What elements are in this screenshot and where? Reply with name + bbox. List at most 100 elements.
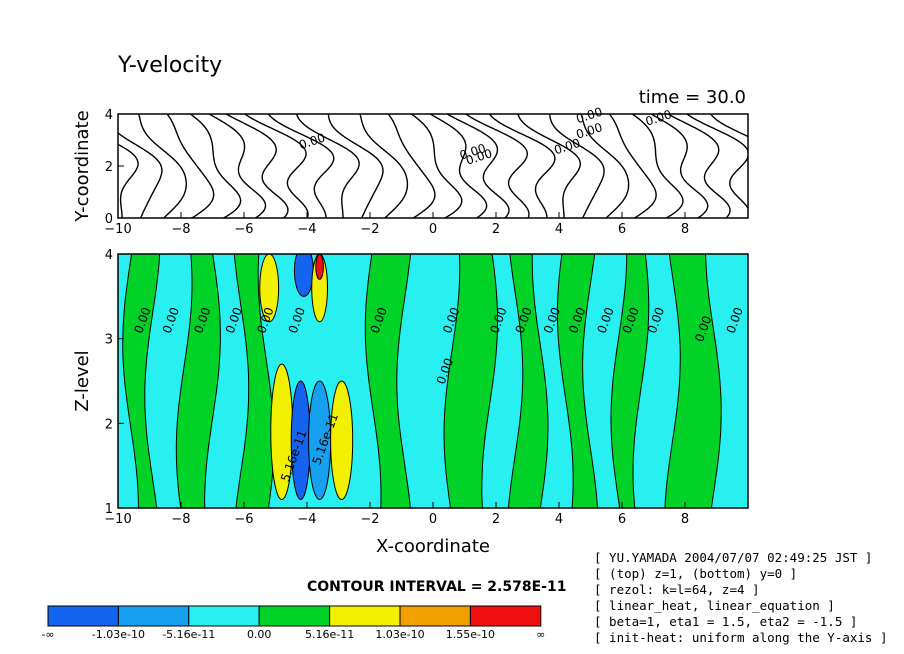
contour-line: [650, 114, 709, 218]
x-tick-label: 0: [429, 222, 437, 237]
x-tick-label: −8: [171, 512, 190, 527]
info-line: [ linear_heat, linear_equation ]: [594, 598, 835, 613]
colorbar: [47, 605, 542, 627]
contour-line: [296, 114, 360, 218]
bottom-contour-panel: 0.00 0.00 0.00 0.00 0.00 0.00 0.00 0.000.000.00…: [72, 248, 749, 557]
top-contour-panel: 0.00 0.00 0.000.000.00 0.000.00 −10 −8 −6 −4 −2…: [72, 105, 749, 237]
colorbar-swatch: [117, 605, 190, 627]
eddy-core: [315, 254, 324, 280]
x-tick-label: −6: [234, 512, 253, 527]
x-tick-label: −2: [360, 512, 379, 527]
bottom-y-axis-label: Z-level: [72, 350, 93, 411]
eddy-core: [330, 380, 354, 501]
y-tick-label: 0: [105, 212, 113, 227]
x-tick-label: 4: [555, 512, 563, 527]
x-tick-label: 4: [555, 222, 563, 237]
contour-line: [710, 114, 748, 138]
contour-line: [667, 114, 731, 218]
contour-line: [549, 114, 605, 218]
eddy-core: [293, 254, 314, 297]
colorbar-swatch: [399, 605, 471, 627]
colorbar-label: -1.03e-10: [92, 628, 145, 641]
colorbar-label: 1.55e-10: [446, 628, 495, 641]
x-tick-label: −6: [234, 222, 253, 237]
colorbar-swatch: [258, 605, 331, 627]
x-tick-label: −10: [104, 512, 131, 527]
y-tick-label: 2: [105, 417, 113, 432]
contour-line: [166, 114, 215, 218]
time-label: time = 30.0: [639, 87, 746, 108]
colorbar-label: 1.03e-10: [375, 628, 424, 641]
contour-line: [225, 114, 289, 218]
contour-line: [189, 114, 242, 218]
colorbar-label: ∞: [536, 628, 545, 641]
contour-line: [517, 114, 581, 218]
contour-line: [118, 143, 139, 218]
colorbar-swatch: [188, 605, 260, 627]
y-tick-label: 2: [105, 160, 113, 175]
contour-line: [429, 114, 488, 218]
info-line: [ YU.YAMADA 2004/07/07 02:49:25 JST ]: [594, 550, 872, 565]
info-block: [ YU.YAMADA 2004/07/07 02:49:25 JST ][ (…: [594, 550, 888, 645]
x-tick-label: −2: [360, 222, 379, 237]
contour-line: [387, 114, 436, 218]
colorbar-label: 0.00: [247, 628, 272, 641]
y-tick-label: 4: [105, 248, 113, 263]
x-tick-label: 6: [618, 222, 626, 237]
x-tick-label: −4: [297, 222, 316, 237]
top-x-axis: −10 −8 −6 −4 −2 0 2 4 6 8: [104, 212, 689, 237]
x-axis-label: X-coordinate: [376, 536, 490, 557]
x-tick-label: −4: [297, 512, 316, 527]
y-tick-label: 4: [105, 108, 113, 123]
info-line: [ init-heat: uniform along the Y-axis ]: [594, 630, 888, 645]
info-line: [ beta=1, eta1 = 1.5, eta2 = -1.5 ]: [594, 614, 857, 629]
top-y-axis: 0 2 4: [105, 108, 124, 227]
contour-line: [244, 114, 309, 218]
colorbar-label: -5.16e-11: [162, 628, 215, 641]
top-contour-lines: [118, 114, 748, 218]
bottom-x-axis: −10 −8 −6 −4 −2 0 2 4 6 8: [104, 502, 689, 527]
contour-line: [465, 114, 530, 218]
contour-label: 0.00: [644, 107, 674, 129]
colorbar-label: -∞: [41, 628, 54, 641]
x-tick-label: 2: [492, 222, 500, 237]
x-tick-label: 8: [681, 222, 689, 237]
bottom-filled-contours: [122, 254, 722, 508]
x-tick-label: 8: [681, 512, 689, 527]
x-tick-label: 6: [618, 512, 626, 527]
positive-band: [122, 254, 161, 508]
positive-band: [364, 254, 412, 508]
contour-line: [327, 114, 384, 218]
x-tick-label: −10: [104, 222, 131, 237]
contour-line: [631, 114, 684, 218]
colorbar-swatch: [329, 605, 401, 627]
positive-band: [610, 254, 650, 508]
colorbar-labels: -∞ -1.03e-10 -5.16e-11 0.00 5.16e-11 1.03e-10…: [41, 628, 545, 641]
contour-line: [410, 114, 463, 218]
positive-band: [175, 254, 221, 508]
eddy-core: [259, 254, 280, 323]
positive-band: [664, 254, 722, 508]
colorbar-swatch: [469, 605, 542, 627]
contour-interval-text: CONTOUR INTERVAL = 2.578E-11: [307, 579, 566, 595]
contour-line: [138, 114, 187, 218]
info-line: [ (top) z=1, (bottom) y=0 ]: [594, 566, 797, 581]
positive-band: [556, 254, 599, 508]
positive-band: [507, 254, 549, 508]
colorbar-label: 5.16e-11: [305, 628, 354, 641]
top-y-axis-label: Y-coordinate: [72, 110, 93, 222]
contour-line: [608, 114, 657, 218]
bottom-y-axis: 1 2 3 4: [105, 248, 124, 517]
x-tick-label: −8: [171, 222, 190, 237]
chart-title: Y-velocity: [117, 53, 222, 78]
contour-line: [580, 114, 630, 218]
y-tick-label: 3: [105, 333, 113, 348]
contour-line: [359, 114, 409, 218]
contour-line: [686, 114, 748, 210]
positive-band: [443, 254, 499, 508]
y-tick-label: 1: [105, 502, 113, 517]
x-tick-label: 2: [492, 512, 500, 527]
x-tick-label: 0: [429, 512, 437, 527]
contour-line: [446, 114, 510, 218]
